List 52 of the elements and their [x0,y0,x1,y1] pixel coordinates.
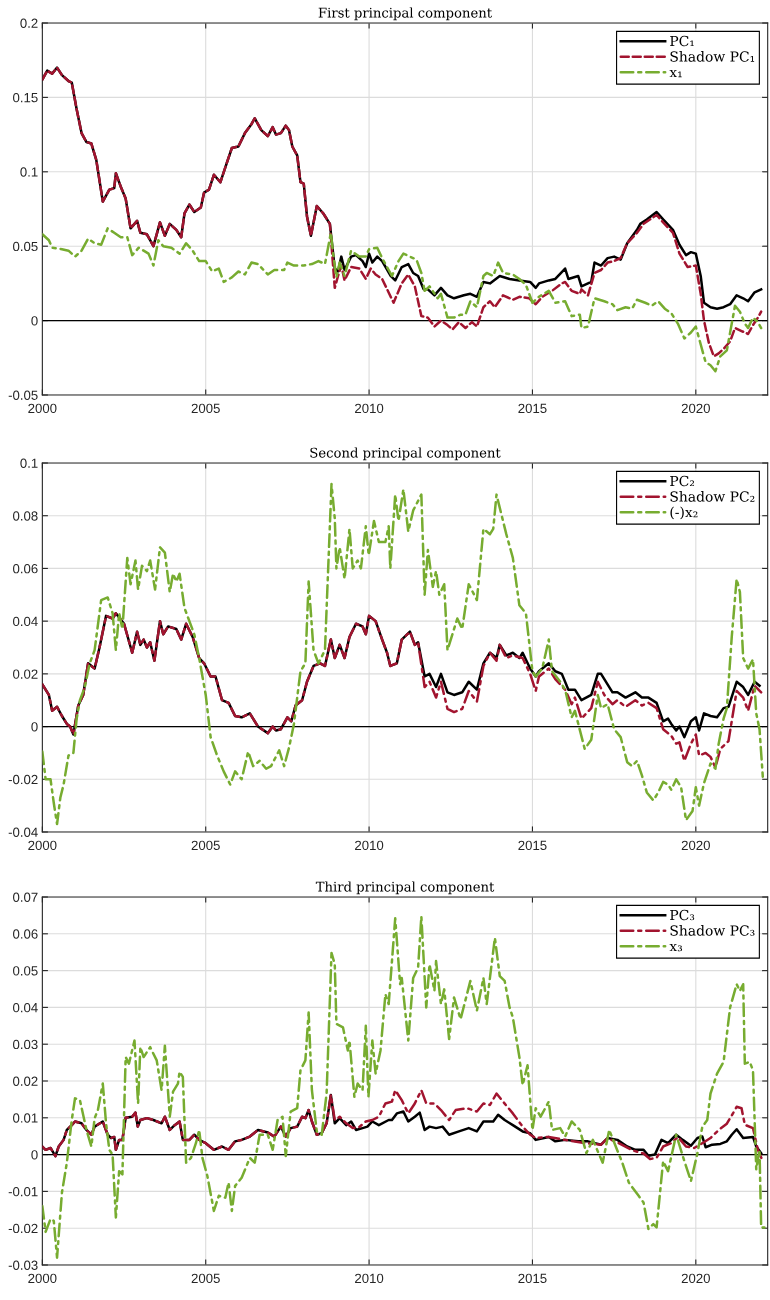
y-tick-label: 0.1 [20,167,38,177]
y-tick-label: 0.01 [13,1113,38,1123]
y-tick-label: 0.04 [13,1002,38,1013]
y-tick-label: 0.07 [13,892,38,902]
x-tick-label: 2020 [681,1273,710,1284]
y-tick-label: 0.04 [13,616,38,627]
x-tick-label: 2015 [518,403,547,414]
legend-label: PC₂ [670,475,695,487]
legend-label: x₃ [669,943,683,952]
legend-label: Shadow PC₃ [670,925,755,936]
y-tick-label: 0.06 [13,564,38,574]
x-tick-label: 2015 [518,1273,547,1284]
x-tick-label: 2010 [355,1273,384,1284]
y-tick-label: 0.08 [13,511,38,521]
y-tick-label: 0 [31,316,38,326]
y-tick-label: 0.05 [13,241,38,252]
legend-label: PC₃ [670,909,695,921]
x-tick-label: 2000 [28,840,57,851]
x-tick-label: 2000 [28,1273,57,1284]
x-tick-label: 2020 [681,840,710,851]
x-tick-label: 2005 [191,403,220,414]
y-tick-label: 0.02 [13,669,38,679]
x-tick-label: 2010 [355,403,384,414]
legend-label: x₁ [669,69,682,78]
y-tick-label: -0.03 [8,1260,38,1270]
chart-title: Third principal component [315,881,495,895]
legend-label: Shadow PC₂ [670,491,755,502]
x-tick-label: 2005 [191,840,220,851]
y-tick-label: 0.06 [13,929,38,939]
y-tick-label: 0 [31,722,38,732]
chart-title: Second principal component [310,447,501,461]
x-tick-label: 2020 [681,403,710,414]
legend-label: (-)x₂ [670,506,698,520]
y-tick-label: 0.05 [13,966,38,976]
y-tick-label: -0.01 [8,1186,38,1197]
y-tick-label: 0.15 [13,92,38,103]
chart-title: First principal component [318,7,492,21]
x-tick-label: 2000 [28,403,57,414]
y-tick-label: 0.1 [20,458,38,468]
y-tick-label: -0.05 [8,390,38,400]
y-tick-label: 0.02 [13,1076,38,1086]
y-tick-label: -0.04 [8,827,38,837]
y-tick-label: 0.2 [20,18,38,28]
x-tick-label: 2015 [518,840,547,851]
y-tick-label: 0 [31,1150,38,1160]
y-tick-label: -0.02 [8,774,38,785]
legend-label: Shadow PC₁ [670,51,755,62]
legend-label: PC₁ [670,35,694,47]
y-tick-label: 0.03 [13,1039,38,1050]
x-tick-label: 2005 [191,1273,220,1284]
x-tick-label: 2010 [355,840,384,851]
y-tick-label: -0.02 [8,1223,38,1234]
